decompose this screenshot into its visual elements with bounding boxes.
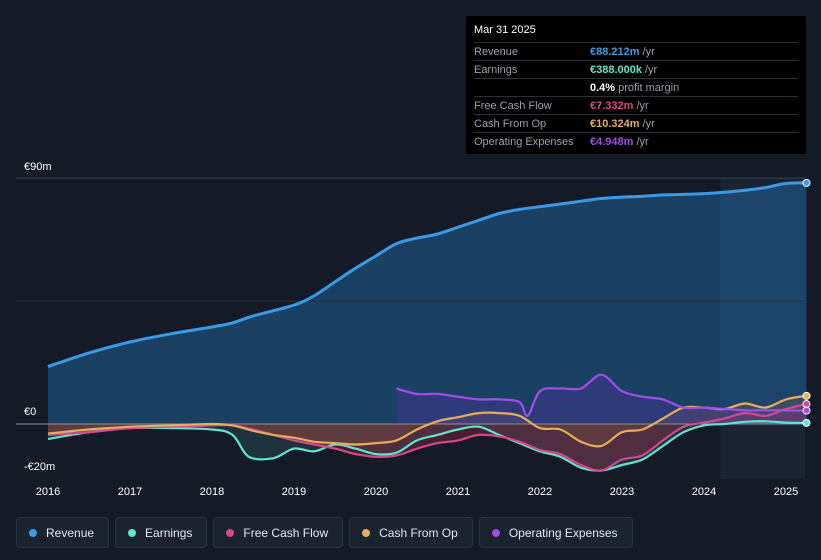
legend-dot-icon	[491, 528, 500, 537]
cash-from-op-area	[48, 395, 807, 447]
tooltip-label: Revenue	[474, 45, 519, 58]
tooltip-value: 0.4%	[590, 81, 616, 94]
revenue-end-point	[802, 178, 811, 187]
tooltip-row: Cash From Op €10.324m/yr	[474, 114, 798, 132]
y-tick-label: €0	[24, 406, 36, 418]
grid-layer	[16, 177, 805, 425]
tooltip-row: Revenue €88.212m/yr	[474, 42, 798, 60]
tooltip-value: €7.332m	[590, 99, 634, 112]
operating-expenses-area	[396, 374, 807, 424]
tooltip-date: Mar 31 2025	[474, 24, 536, 36]
tooltip-label: Earnings	[474, 63, 518, 76]
y-tick-label: €90m	[24, 161, 52, 173]
tooltip-label: Operating Expenses	[474, 135, 574, 148]
legend-item-free-cash-flow[interactable]: Free Cash Flow	[213, 517, 344, 548]
legend-label: Operating Expenses	[508, 525, 618, 540]
x-tick-label: 2021	[446, 486, 470, 498]
operating-expenses-end-point	[802, 406, 811, 415]
legend-item-revenue[interactable]: Revenue	[16, 517, 110, 548]
free-cash-flow-end-point	[802, 400, 811, 409]
tooltip-row: 0.4% profit margin	[474, 78, 798, 96]
revenue-line	[47, 181, 807, 369]
x-tick-label: 2020	[364, 486, 388, 498]
revenue-area	[48, 182, 807, 424]
tooltip-unit: /yr	[636, 135, 649, 148]
legend-label: Free Cash Flow	[243, 525, 329, 540]
x-tick-label: 2016	[36, 486, 60, 498]
tooltip-row: Free Cash Flow €7.332m/yr	[474, 96, 798, 114]
forecast-region	[720, 178, 805, 479]
tooltip-unit: profit margin	[618, 81, 680, 94]
chart-area: €90m €0 -€20m 2016 2017 2018 2019 2020 2021 2022 2…	[16, 161, 811, 498]
x-tick-label: 2023	[610, 486, 634, 498]
earnings-area	[48, 421, 807, 471]
tooltip-unit: /yr	[636, 99, 649, 112]
legend-dot-icon	[362, 528, 371, 537]
legend-item-cash-from-op[interactable]: Cash From Op	[349, 517, 473, 548]
tooltip-label: Cash From Op	[474, 117, 547, 130]
x-tick-label: 2019	[282, 486, 306, 498]
fill-layer	[48, 178, 807, 479]
earnings-end-point	[802, 418, 811, 427]
legend-item-earnings[interactable]: Earnings	[115, 517, 208, 548]
tooltip: Mar 31 2025 Revenue €88.212m/yr Earnings €3…	[466, 16, 806, 154]
legend-dot-icon	[29, 528, 37, 537]
tooltip-row: Earnings €388.000k/yr	[474, 60, 798, 78]
x-tick-label: 2025	[774, 486, 798, 498]
label-layer: €90m €0 -€20m 2016 2017 2018 2019 2020 2021 2022 2…	[24, 161, 798, 498]
legend-label: Cash From Op	[379, 525, 458, 540]
tooltip-unit: /yr	[642, 117, 655, 130]
legend-dot-icon	[128, 528, 137, 537]
tooltip-value: €388.000k	[590, 63, 642, 76]
legend-item-operating-expenses[interactable]: Operating Expenses	[478, 517, 633, 548]
legend: Revenue Earnings Free Cash Flow Cash From O…	[16, 517, 633, 548]
operating-expenses-line	[396, 373, 807, 417]
legend-label: Earnings	[145, 525, 193, 540]
x-tick-label: 2017	[118, 486, 142, 498]
x-tick-label: 2018	[200, 486, 224, 498]
x-tick-label: 2024	[692, 486, 716, 498]
tooltip-value: €88.212m	[590, 45, 640, 58]
cash-from-op-end-point	[802, 391, 811, 400]
tooltip-value: €4.948m	[590, 135, 634, 148]
earnings-line	[47, 420, 807, 472]
tooltip-value: €10.324m	[590, 117, 640, 130]
legend-dot-icon	[226, 528, 235, 537]
x-tick-label: 2022	[528, 486, 552, 498]
line-layer	[47, 178, 811, 472]
tooltip-unit: /yr	[642, 45, 655, 58]
legend-label: Revenue	[46, 525, 95, 540]
tooltip-label: Free Cash Flow	[474, 99, 552, 112]
tooltip-unit: /yr	[645, 63, 658, 76]
cash-from-op-line	[47, 394, 807, 448]
tooltip-row: Operating Expenses €4.948m/yr	[474, 132, 798, 150]
y-tick-label: -€20m	[24, 461, 55, 473]
